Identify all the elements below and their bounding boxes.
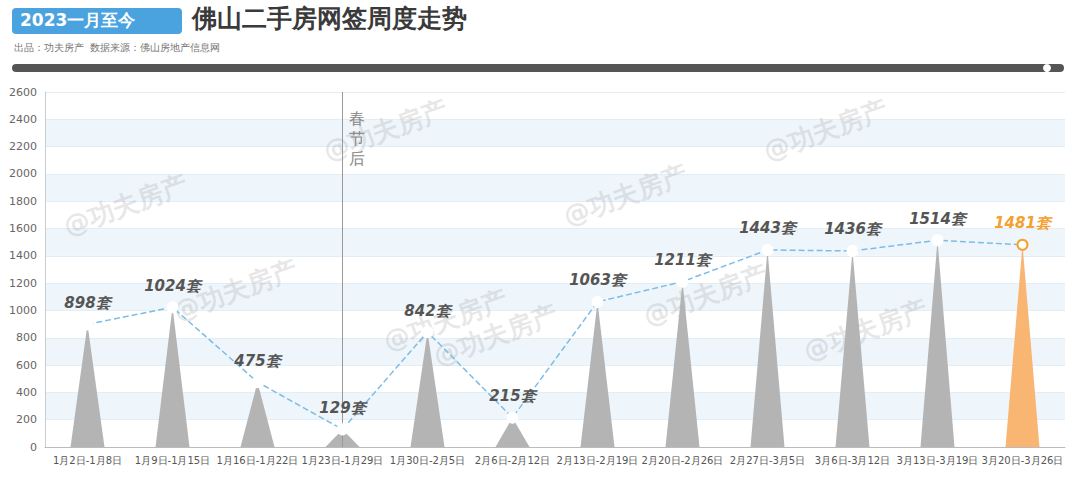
svg-text:佛山二手房网签周度走势: 佛山二手房网签周度走势	[191, 4, 467, 33]
svg-text:2月6日-2月12日: 2月6日-2月12日	[475, 455, 550, 466]
svg-text:475套: 475套	[233, 352, 282, 370]
svg-text:2000: 2000	[9, 167, 37, 180]
svg-text:1481套: 1481套	[994, 214, 1053, 232]
svg-text:1月23日-1月29日: 1月23日-1月29日	[302, 455, 384, 466]
svg-text:129套: 129套	[319, 399, 367, 417]
svg-text:2400: 2400	[9, 113, 37, 126]
svg-text:600: 600	[16, 359, 37, 372]
svg-text:1211套: 1211套	[654, 251, 713, 269]
svg-text:215套: 215套	[489, 387, 537, 405]
svg-text:1600: 1600	[9, 222, 37, 235]
svg-text:@功夫房产: @功夫房产	[169, 253, 302, 327]
svg-text:400: 400	[16, 386, 37, 399]
svg-text:1200: 1200	[9, 277, 37, 290]
svg-text:1436套: 1436套	[824, 220, 883, 238]
svg-text:1024套: 1024套	[144, 277, 203, 295]
svg-text:1400: 1400	[9, 249, 37, 262]
svg-text:2月13日-2月19日: 2月13日-2月19日	[557, 455, 639, 466]
svg-text:1800: 1800	[9, 195, 37, 208]
svg-text:1月9日-1月15日: 1月9日-1月15日	[135, 455, 210, 466]
svg-text:3月20日-3月26日: 3月20日-3月26日	[982, 455, 1064, 466]
svg-text:出品：功夫房产 数据来源：佛山房地产信息网: 出品：功夫房产 数据来源：佛山房地产信息网	[14, 42, 220, 53]
svg-text:1月16日-1月22日: 1月16日-1月22日	[217, 455, 299, 466]
svg-text:@功夫房产: @功夫房产	[559, 159, 691, 232]
svg-text:898套: 898套	[64, 294, 112, 312]
svg-text:@功夫房产: @功夫房产	[379, 284, 511, 357]
svg-text:2月27日-3月5日: 2月27日-3月5日	[730, 455, 805, 466]
svg-text:3月6日-3月12日: 3月6日-3月12日	[815, 455, 890, 466]
svg-text:春: 春	[349, 109, 365, 128]
svg-text:1063套: 1063套	[569, 271, 628, 289]
svg-text:1月30日-2月5日: 1月30日-2月5日	[390, 455, 465, 466]
svg-text:@功夫房产: @功夫房产	[319, 94, 451, 167]
svg-text:1443套: 1443套	[739, 219, 798, 237]
svg-text:@功夫房产: @功夫房产	[799, 294, 931, 367]
svg-text:1月2日-1月8日: 1月2日-1月8日	[53, 455, 122, 466]
svg-text:1514套: 1514套	[909, 210, 968, 228]
svg-text:@功夫房产: @功夫房产	[639, 259, 771, 332]
svg-text:@功夫房产: @功夫房产	[759, 94, 891, 167]
svg-text:800: 800	[16, 331, 37, 344]
svg-text:200: 200	[16, 413, 37, 426]
svg-text:1000: 1000	[9, 304, 37, 317]
svg-text:3月13日-3月19日: 3月13日-3月19日	[897, 455, 979, 466]
svg-text:2600: 2600	[9, 86, 37, 99]
svg-text:842套: 842套	[404, 302, 452, 320]
svg-text:0: 0	[30, 441, 37, 454]
svg-text:2200: 2200	[9, 140, 37, 153]
svg-text:节: 节	[349, 129, 365, 148]
svg-text:@功夫房产: @功夫房产	[59, 169, 191, 242]
svg-text:后: 后	[349, 149, 365, 168]
svg-text:2023一月至今: 2023一月至今	[20, 10, 136, 30]
svg-text:2月20日-2月26日: 2月20日-2月26日	[642, 455, 724, 466]
